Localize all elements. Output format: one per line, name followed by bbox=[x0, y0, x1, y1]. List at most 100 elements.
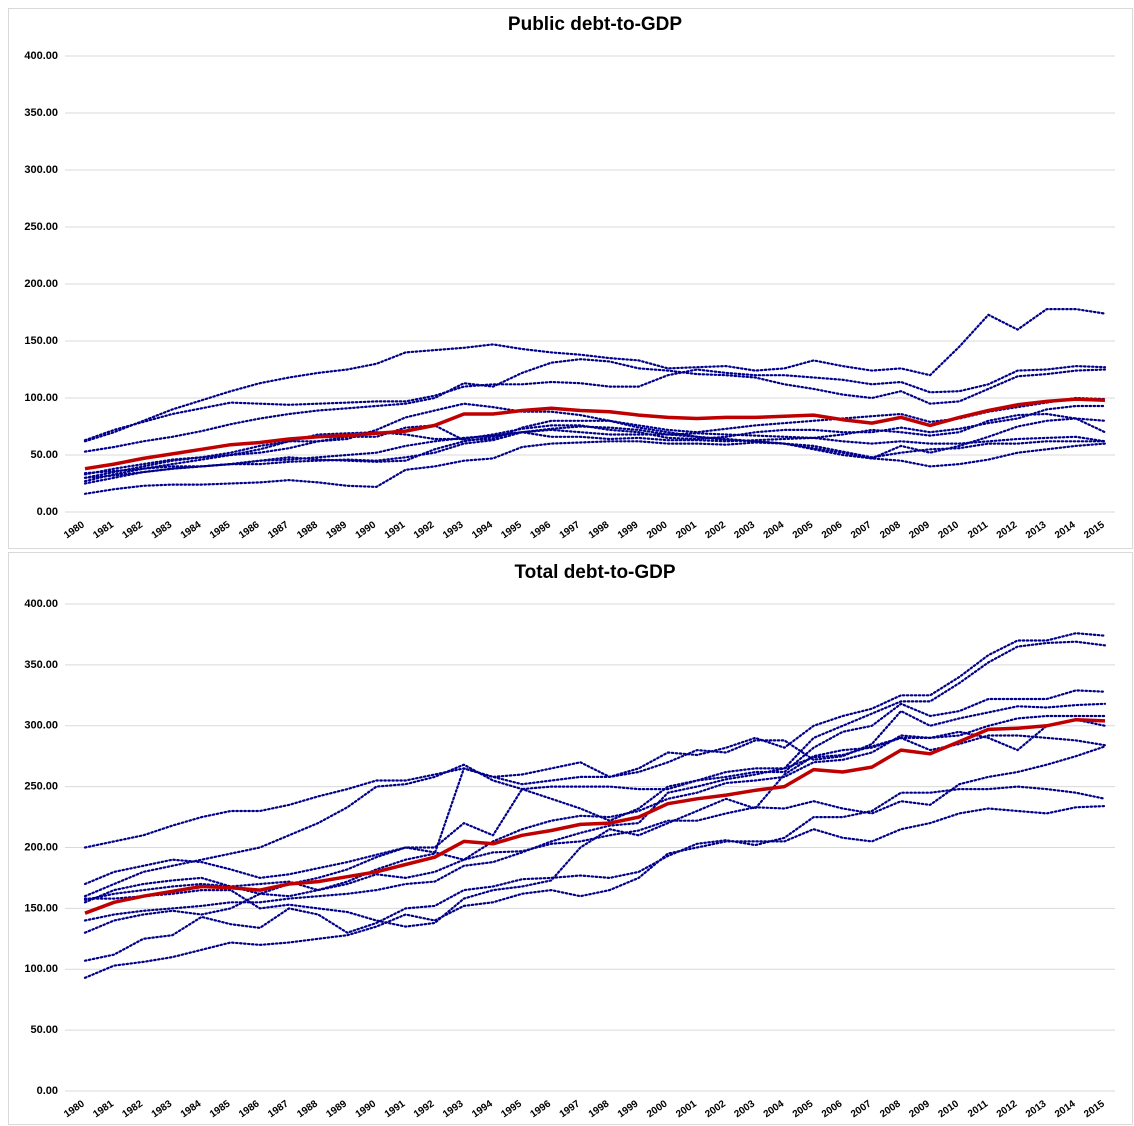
panel-border bbox=[8, 552, 1133, 1125]
x-tick-label: 2003 bbox=[732, 519, 757, 541]
series-line-dotted bbox=[83, 805, 1107, 979]
x-tick-label: 2008 bbox=[878, 1098, 903, 1120]
x-tick-label: 2001 bbox=[674, 519, 699, 541]
y-tick-label: 200.00 bbox=[24, 278, 58, 290]
series-line-dotted bbox=[83, 689, 1107, 898]
y-tick-label: 150.00 bbox=[24, 902, 58, 914]
x-tick-label: 2002 bbox=[703, 519, 728, 541]
x-tick-label: 2000 bbox=[645, 1098, 670, 1120]
y-tick-label: 250.00 bbox=[24, 781, 58, 793]
x-tick-label: 2011 bbox=[966, 519, 990, 541]
x-tick-label: 2009 bbox=[907, 1098, 932, 1120]
x-tick-label: 1987 bbox=[266, 1098, 291, 1120]
x-tick-label: 2014 bbox=[1053, 519, 1078, 541]
x-tick-label: 2003 bbox=[732, 1098, 757, 1120]
x-tick-label: 1995 bbox=[499, 519, 524, 541]
y-tick-label: 50.00 bbox=[30, 449, 58, 461]
x-tick-label: 2010 bbox=[936, 1098, 961, 1120]
x-tick-label: 2001 bbox=[674, 1098, 699, 1120]
x-tick-label: 2008 bbox=[878, 519, 903, 541]
x-tick-label: 2014 bbox=[1053, 1098, 1078, 1120]
y-tick-label: 400.00 bbox=[24, 50, 58, 62]
x-tick-label: 1982 bbox=[120, 519, 145, 541]
series-line-dotted bbox=[83, 308, 1107, 443]
x-tick-label: 1983 bbox=[150, 519, 175, 541]
series-line-dotted bbox=[83, 365, 1107, 442]
x-tick-label: 2004 bbox=[762, 519, 787, 541]
x-tick-label: 1997 bbox=[558, 1098, 583, 1120]
x-tick-label: 1986 bbox=[237, 1098, 262, 1120]
x-tick-label: 2010 bbox=[936, 519, 961, 541]
series-line-dotted bbox=[83, 734, 1107, 922]
x-tick-label: 1996 bbox=[528, 1098, 553, 1120]
x-tick-label: 2012 bbox=[995, 1098, 1020, 1120]
x-tick-label: 2015 bbox=[1082, 519, 1107, 541]
x-tick-label: 1984 bbox=[179, 519, 204, 541]
series-line-dotted bbox=[83, 425, 1107, 485]
series-line-dotted bbox=[83, 440, 1107, 495]
x-tick-label: 1992 bbox=[412, 519, 437, 541]
y-tick-label: 250.00 bbox=[24, 221, 58, 233]
x-tick-label: 1986 bbox=[237, 519, 262, 541]
x-tick-label: 2013 bbox=[1024, 519, 1049, 541]
x-tick-label: 1992 bbox=[412, 1098, 437, 1120]
x-tick-label: 2005 bbox=[791, 1098, 816, 1120]
x-tick-label: 1991 bbox=[383, 519, 408, 541]
x-tick-label: 1985 bbox=[208, 1098, 233, 1120]
x-tick-label: 1981 bbox=[91, 1098, 116, 1120]
x-tick-label: 2012 bbox=[995, 519, 1020, 541]
y-tick-label: 350.00 bbox=[24, 107, 58, 119]
series-line-dotted bbox=[83, 412, 1107, 479]
series-line-dotted bbox=[83, 396, 1107, 476]
x-tick-label: 1998 bbox=[587, 1098, 612, 1120]
x-tick-label: 1991 bbox=[383, 1098, 408, 1120]
series-line-dotted bbox=[83, 640, 1107, 886]
y-tick-label: 100.00 bbox=[24, 963, 58, 975]
x-tick-label: 1995 bbox=[499, 1098, 524, 1120]
x-tick-label: 1993 bbox=[441, 1098, 466, 1120]
x-tick-label: 1981 bbox=[91, 519, 116, 541]
y-tick-label: 350.00 bbox=[24, 659, 58, 671]
x-tick-label: 2006 bbox=[820, 519, 845, 541]
y-tick-label: 0.00 bbox=[37, 506, 58, 518]
x-tick-label: 2004 bbox=[762, 1098, 787, 1120]
x-tick-label: 1996 bbox=[528, 519, 553, 541]
panel-border bbox=[8, 8, 1133, 549]
x-tick-label: 1983 bbox=[150, 1098, 175, 1120]
series-line bbox=[84, 717, 1106, 915]
x-tick-label: 1990 bbox=[354, 1098, 379, 1120]
series-line-dotted bbox=[83, 785, 1107, 962]
x-tick-label: 1985 bbox=[208, 519, 233, 541]
x-tick-label: 1989 bbox=[324, 1098, 349, 1120]
x-tick-label: 1980 bbox=[62, 519, 87, 541]
series-line-dotted bbox=[83, 745, 1107, 934]
series-line-dotted bbox=[83, 417, 1107, 479]
x-tick-label: 2005 bbox=[791, 519, 816, 541]
series-line-dotted bbox=[83, 718, 1107, 928]
chart-title: Total debt-to-GDP bbox=[514, 562, 675, 583]
x-tick-label: 1980 bbox=[62, 1098, 87, 1120]
x-tick-label: 1998 bbox=[587, 519, 612, 541]
y-tick-label: 50.00 bbox=[30, 1024, 58, 1036]
series-line-dotted bbox=[83, 358, 1107, 453]
y-tick-label: 0.00 bbox=[37, 1085, 58, 1097]
x-tick-label: 2002 bbox=[703, 1098, 728, 1120]
x-tick-label: 1993 bbox=[441, 519, 466, 541]
x-tick-label: 1994 bbox=[470, 1098, 495, 1120]
chart-title: Public debt-to-GDP bbox=[508, 14, 682, 35]
y-tick-label: 300.00 bbox=[24, 720, 58, 732]
series-line-dotted bbox=[83, 632, 1107, 849]
x-tick-label: 1989 bbox=[324, 519, 349, 541]
x-tick-label: 1982 bbox=[120, 1098, 145, 1120]
x-tick-label: 1994 bbox=[470, 519, 495, 541]
y-tick-label: 150.00 bbox=[24, 335, 58, 347]
x-tick-label: 2015 bbox=[1082, 1098, 1107, 1120]
series-line bbox=[84, 397, 1106, 471]
x-tick-label: 1999 bbox=[616, 519, 641, 541]
x-tick-label: 1988 bbox=[295, 1098, 320, 1120]
x-tick-label: 2007 bbox=[849, 1098, 874, 1120]
x-tick-label: 1997 bbox=[558, 519, 583, 541]
x-tick-label: 2006 bbox=[820, 1098, 845, 1120]
